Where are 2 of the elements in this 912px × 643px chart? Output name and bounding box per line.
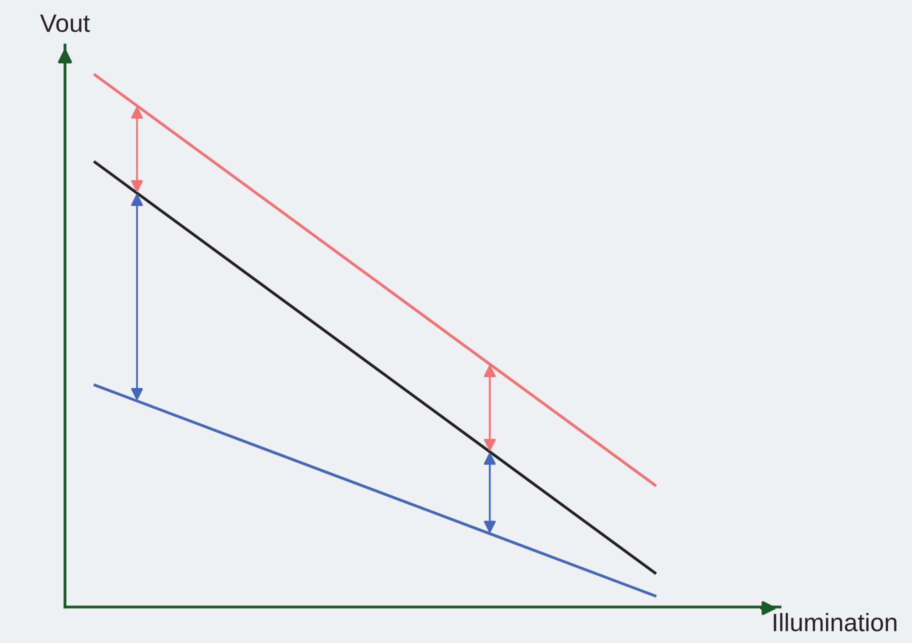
x-axis-title: Illumination (774, 613, 896, 632)
y-axis-title: Vout (40, 14, 90, 32)
